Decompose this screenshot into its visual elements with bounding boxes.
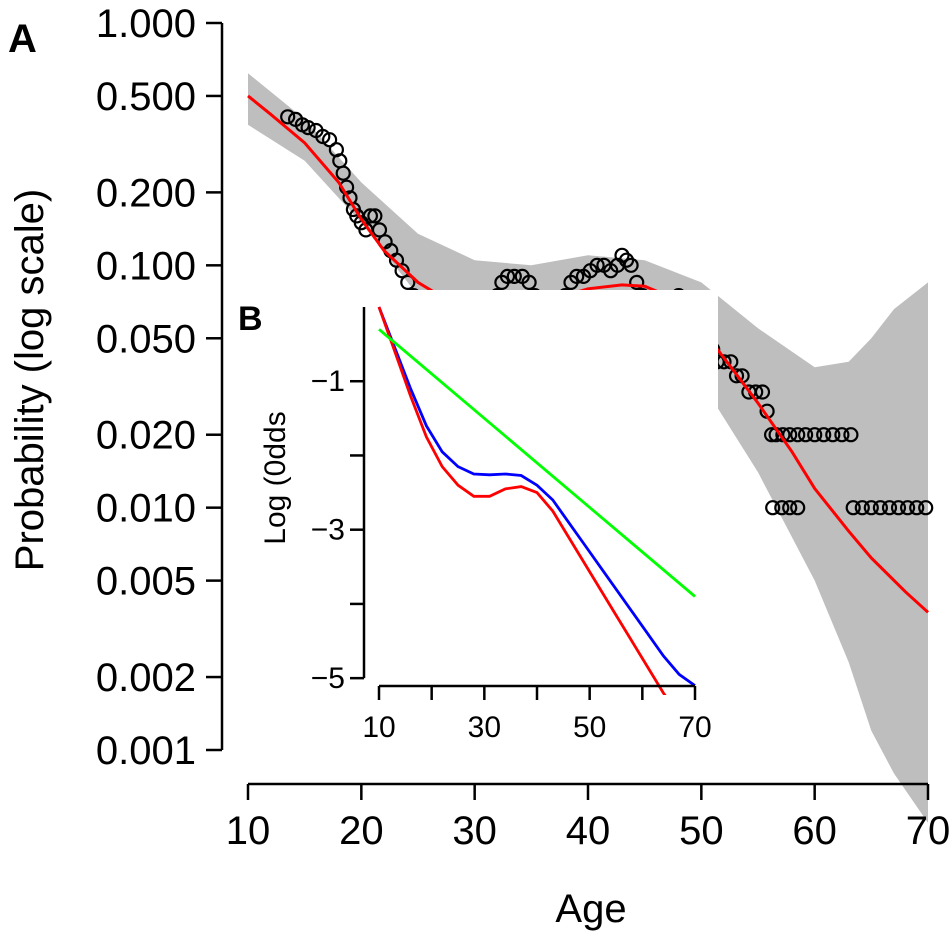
- inset-series-line-2: [377, 306, 667, 695]
- x-tick-label: 70: [906, 809, 951, 853]
- data-point: [300, 119, 316, 136]
- data-point: [845, 500, 861, 516]
- inset-y-axis-label: Log (0dds: [259, 411, 292, 544]
- panel-b: −5 −3 −1 10 30 50 70 B Log (0dds: [238, 290, 718, 750]
- confidence-band: [248, 73, 928, 823]
- y-tick-label: 0.100: [96, 244, 196, 288]
- data-point: [782, 427, 798, 443]
- panel-b-label: B: [238, 300, 263, 338]
- data-point: [872, 500, 889, 516]
- inset-series-line-3: [378, 328, 696, 598]
- data-point: [754, 384, 771, 400]
- data-point: [322, 132, 338, 148]
- x-axis-label: Age: [555, 887, 626, 931]
- data-point: [807, 427, 823, 443]
- data-point: [790, 427, 806, 443]
- y-tick-label: 0.002: [96, 656, 196, 700]
- x-tick-label: 30: [452, 809, 497, 853]
- data-point: [774, 500, 790, 516]
- data-point: [843, 427, 859, 443]
- data-point: [909, 500, 925, 516]
- x-tick-label: 50: [679, 809, 724, 853]
- data-point: [881, 500, 898, 516]
- inset-y-tick-label: −1: [311, 365, 345, 398]
- inset-x-tick-label: 10: [362, 711, 395, 744]
- data-point: [899, 500, 916, 516]
- data-point: [394, 263, 410, 279]
- data-point: [371, 222, 388, 238]
- data-point: [728, 368, 745, 384]
- data-point: [782, 500, 798, 516]
- data-point: [863, 500, 879, 516]
- inset-lines: [377, 306, 696, 695]
- inset-y-tick-label: −3: [311, 514, 345, 547]
- data-point: [506, 268, 522, 284]
- data-point: [335, 165, 351, 181]
- data-point: [763, 427, 780, 443]
- data-point: [521, 274, 537, 290]
- inset-x-tick-label: 70: [678, 711, 711, 744]
- y-tick-label: 0.005: [96, 560, 196, 604]
- data-point: [834, 427, 850, 443]
- y-tick-label: 0.001: [96, 729, 196, 773]
- panel-a-axes: 10 20 30 40 50 60 70 0.001 0.002 0.005 0.010 0.020 0…: [96, 2, 950, 853]
- data-point: [280, 109, 296, 125]
- y-axis-label: Probability (log scale): [8, 189, 52, 571]
- inset-y-tick-label: −5: [311, 662, 345, 695]
- fit-line: [247, 94, 930, 614]
- panel-b-axes: −5 −3 −1 10 30 50 70: [311, 307, 712, 744]
- panel-a: 10 20 30 40 50 60 70 0.001 0.002 0.005 0.010 0.020 0…: [8, 2, 950, 931]
- data-point: [854, 500, 870, 516]
- inset-x-tick-label: 30: [468, 711, 501, 744]
- x-tick-label: 40: [566, 809, 611, 853]
- x-tick-label: 10: [226, 809, 271, 853]
- y-tick-label: 0.500: [96, 75, 196, 119]
- data-point: [797, 427, 814, 443]
- inset-series-line-1: [377, 306, 696, 687]
- data-point: [629, 274, 645, 290]
- y-tick-label: 0.050: [96, 317, 196, 361]
- data-point: [623, 257, 639, 273]
- data-point: [918, 500, 934, 516]
- inset-background: [248, 290, 718, 750]
- data-point: [890, 500, 907, 516]
- panel-a-label: A: [8, 17, 37, 61]
- data-point: [499, 268, 516, 284]
- data-point: [367, 208, 383, 224]
- y-tick-label: 1.000: [96, 2, 196, 46]
- y-tick-label: 0.010: [96, 487, 196, 531]
- data-point: [614, 247, 630, 263]
- data-point: [589, 257, 605, 273]
- y-tick-label: 0.200: [96, 171, 196, 215]
- data-point: [400, 274, 416, 290]
- x-tick-label: 60: [792, 809, 837, 853]
- data-point: [790, 500, 806, 516]
- inset-x-tick-label: 50: [573, 711, 606, 744]
- data-point: [765, 500, 781, 516]
- y-tick-label: 0.020: [96, 414, 196, 458]
- data-point: [362, 208, 378, 224]
- data-point: [569, 268, 585, 284]
- data-point: [825, 427, 841, 443]
- x-tick-label: 20: [339, 809, 384, 853]
- data-point: [816, 427, 832, 443]
